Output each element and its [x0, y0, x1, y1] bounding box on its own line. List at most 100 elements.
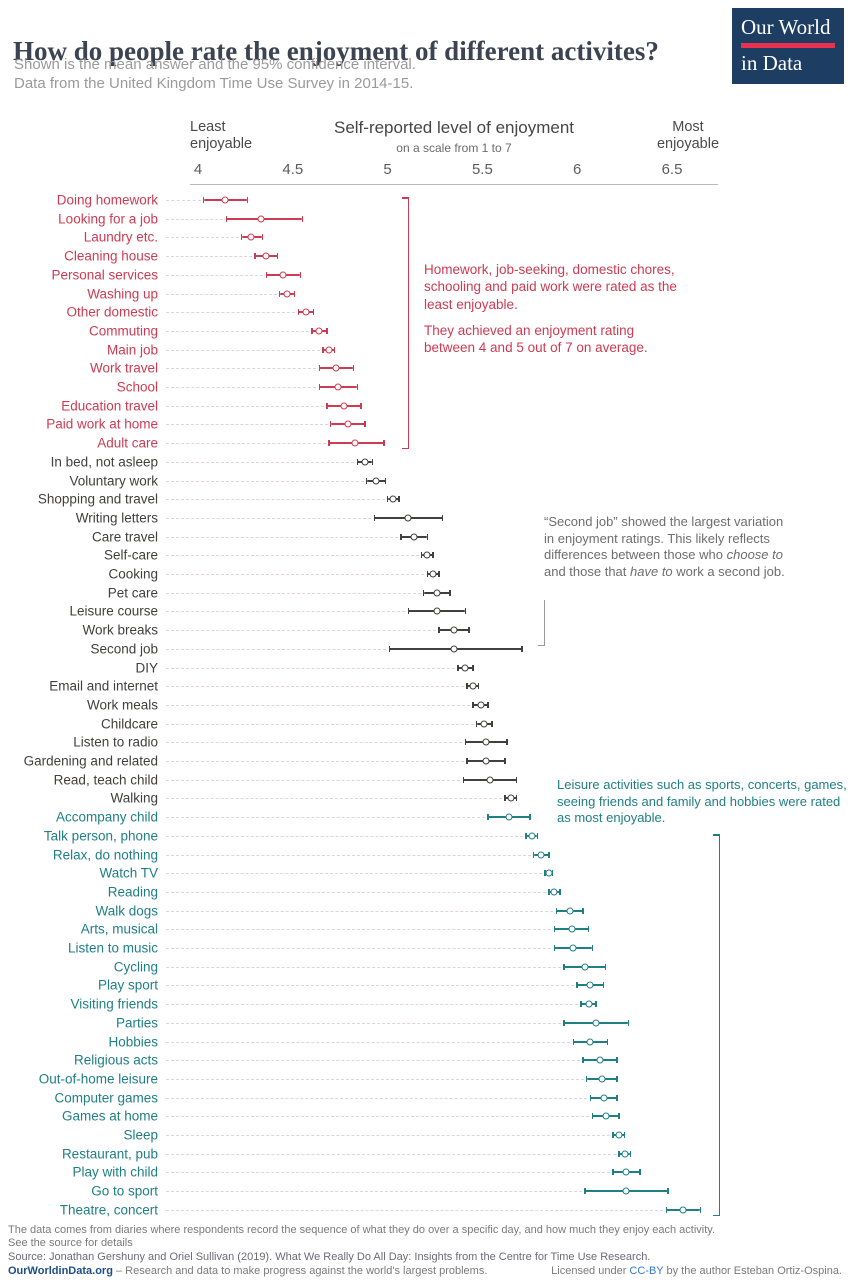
- footer-site-line: OurWorldinData.org – Research and data t…: [8, 1265, 487, 1277]
- axis-title: Self-reported level of enjoyment: [333, 118, 575, 137]
- ci-end-cap: [426, 533, 429, 540]
- mean-marker: [568, 925, 575, 933]
- leader-dashed-line: [166, 891, 546, 893]
- ci-end-cap: [388, 645, 391, 652]
- leader-dashed-line: [166, 686, 465, 688]
- row-label: Cycling: [113, 959, 158, 975]
- ci-end-cap: [438, 627, 440, 634]
- owid-site-link[interactable]: OurWorldinData.org: [8, 1265, 113, 1277]
- ci-end-cap: [356, 384, 358, 390]
- row-label: Reading: [107, 884, 158, 900]
- mean-marker: [410, 533, 418, 541]
- ci-end-cap: [576, 982, 578, 989]
- ci-end-cap: [585, 1075, 588, 1082]
- row-label: Play with child: [72, 1164, 158, 1180]
- leader-dashed-line: [166, 461, 355, 463]
- bracket-cap: [402, 447, 408, 449]
- logo-text-bottom: in Data: [741, 51, 803, 76]
- ci-end-cap: [225, 215, 228, 222]
- ci-end-cap: [356, 458, 358, 465]
- leader-dashed-line: [166, 742, 463, 744]
- mean-marker: [423, 551, 431, 559]
- mean-marker: [279, 271, 287, 279]
- ci-end-cap: [563, 1019, 565, 1026]
- mean-marker: [450, 645, 458, 653]
- most-enjoyable-label: Most enjoyable: [642, 119, 734, 153]
- ci-end-cap: [544, 870, 546, 877]
- row-label: Email and internet: [49, 678, 158, 694]
- leader-dashed-line: [166, 835, 523, 837]
- ci-end-cap: [202, 197, 205, 203]
- leader-dashed-line: [166, 592, 421, 594]
- ci-end-cap: [591, 945, 594, 951]
- leader-dashed-line: [166, 1191, 582, 1193]
- ci-end-cap: [587, 926, 590, 933]
- ci-end-cap: [318, 365, 321, 372]
- ci-end-cap: [602, 982, 605, 989]
- mean-marker: [586, 1038, 594, 1045]
- owid-logo[interactable]: Our World in Data: [732, 8, 844, 85]
- mean-marker: [344, 420, 352, 428]
- mean-marker: [221, 196, 229, 204]
- page-title: How do people rate the enjoyment of diff…: [13, 36, 659, 67]
- row-label: Shopping and travel: [37, 491, 158, 507]
- ci-end-cap: [472, 664, 474, 671]
- row-label: Doing homework: [56, 192, 158, 208]
- mean-marker: [592, 1019, 600, 1027]
- most-group-bracket: [713, 834, 720, 1216]
- mean-marker: [325, 346, 333, 354]
- mean-marker: [598, 1075, 606, 1083]
- confidence-interval-bar: [226, 217, 303, 220]
- annotation-paragraph: Homework, job-seeking, domestic chores, …: [424, 262, 677, 312]
- ci-end-cap: [606, 1038, 609, 1045]
- ci-end-cap: [515, 795, 518, 802]
- ci-end-cap: [506, 739, 508, 746]
- row-label: Personal services: [51, 267, 158, 283]
- subtitle-line-2: Data from the United Kingdom Time Use Su…: [14, 74, 414, 92]
- row-label: Religious acts: [73, 1052, 158, 1068]
- footer-source-details-link[interactable]: See the source for details: [8, 1237, 133, 1249]
- ci-end-cap: [639, 1169, 641, 1176]
- ci-end-cap: [612, 1169, 614, 1176]
- ci-end-cap: [618, 1113, 620, 1120]
- leader-dashed-line: [166, 274, 264, 276]
- ci-end-cap: [407, 608, 410, 615]
- ci-end-cap: [464, 739, 467, 746]
- ci-end-cap: [551, 870, 554, 877]
- row-label: Play sport: [97, 977, 158, 993]
- mean-marker: [621, 1150, 629, 1158]
- leader-dashed-line: [166, 910, 554, 912]
- leader-dashed-line: [166, 574, 425, 575]
- least-group-annotation: Homework, job-seeking, domestic chores, …: [424, 261, 678, 365]
- mean-marker: [679, 1206, 687, 1214]
- ci-end-cap: [240, 234, 243, 241]
- row-label: Listen to radio: [73, 734, 158, 750]
- ci-end-cap: [420, 552, 423, 559]
- ci-end-cap: [472, 701, 474, 708]
- axis-tick-label: 4: [193, 161, 203, 178]
- leader-dashed-line: [166, 237, 239, 239]
- row-label: DIY: [135, 660, 158, 675]
- mean-marker: [482, 738, 490, 746]
- mean-marker: [615, 1131, 623, 1139]
- ci-end-cap: [265, 271, 267, 278]
- leader-dashed-line: [166, 349, 321, 351]
- annotation-text: “Second job” showed the largest variatio…: [544, 514, 784, 563]
- ci-end-cap: [301, 215, 304, 222]
- leader-dashed-line: [166, 536, 398, 538]
- ci-end-cap: [400, 533, 402, 540]
- mean-marker: [404, 514, 412, 522]
- ci-end-cap: [629, 1150, 632, 1157]
- mean-marker: [477, 701, 484, 709]
- ci-end-cap: [371, 458, 374, 465]
- ci-end-cap: [261, 234, 264, 241]
- x-axis-line: [190, 184, 718, 185]
- row-label: Commuting: [88, 323, 158, 339]
- second-job-connector-line: [538, 600, 545, 646]
- leader-dashed-line: [166, 293, 277, 295]
- ci-end-cap: [487, 814, 489, 821]
- leader-dashed-line: [166, 611, 406, 613]
- least-enjoyable-label: Least enjoyable: [190, 119, 252, 153]
- ccby-link[interactable]: CC-BY: [629, 1265, 664, 1277]
